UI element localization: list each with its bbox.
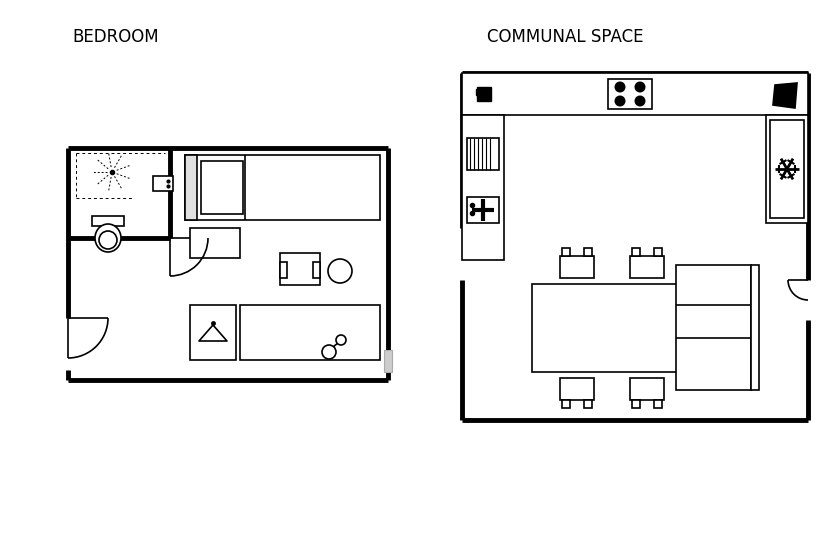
Bar	[676, 265, 751, 390]
Circle shape	[634, 96, 645, 107]
Ellipse shape	[99, 231, 117, 249]
Bar	[467, 138, 499, 170]
Bar	[632, 400, 640, 408]
Bar	[560, 378, 594, 400]
Bar	[608, 79, 652, 109]
Circle shape	[615, 96, 626, 107]
Polygon shape	[773, 83, 797, 108]
Bar	[654, 400, 662, 408]
Circle shape	[322, 345, 336, 359]
Bar	[532, 284, 692, 372]
Circle shape	[634, 81, 645, 93]
Bar	[313, 262, 320, 278]
Bar	[462, 73, 808, 115]
Text: BEDROOM: BEDROOM	[72, 28, 159, 46]
Bar	[280, 262, 287, 278]
Bar	[560, 256, 594, 278]
Bar	[190, 305, 236, 360]
Text: COMMUNAL SPACE: COMMUNAL SPACE	[487, 28, 643, 46]
Bar	[190, 228, 240, 258]
Bar	[584, 248, 592, 256]
Bar	[153, 176, 173, 191]
Bar	[467, 197, 499, 223]
Bar	[462, 115, 504, 260]
Bar	[584, 400, 592, 408]
Circle shape	[336, 335, 346, 345]
Bar	[562, 400, 570, 408]
Bar	[201, 161, 243, 214]
Bar	[654, 248, 662, 256]
Bar	[240, 305, 380, 360]
Bar	[632, 248, 640, 256]
Bar	[562, 248, 570, 256]
Bar	[280, 253, 320, 285]
Bar	[185, 155, 197, 220]
Bar	[384, 350, 392, 372]
Bar	[766, 115, 808, 223]
Ellipse shape	[95, 224, 121, 252]
Bar	[92, 216, 124, 226]
Bar	[630, 378, 664, 400]
Bar	[630, 256, 664, 278]
Circle shape	[328, 259, 352, 283]
Bar	[770, 120, 804, 218]
Bar	[185, 155, 380, 220]
Circle shape	[615, 81, 626, 93]
Bar	[751, 265, 759, 390]
